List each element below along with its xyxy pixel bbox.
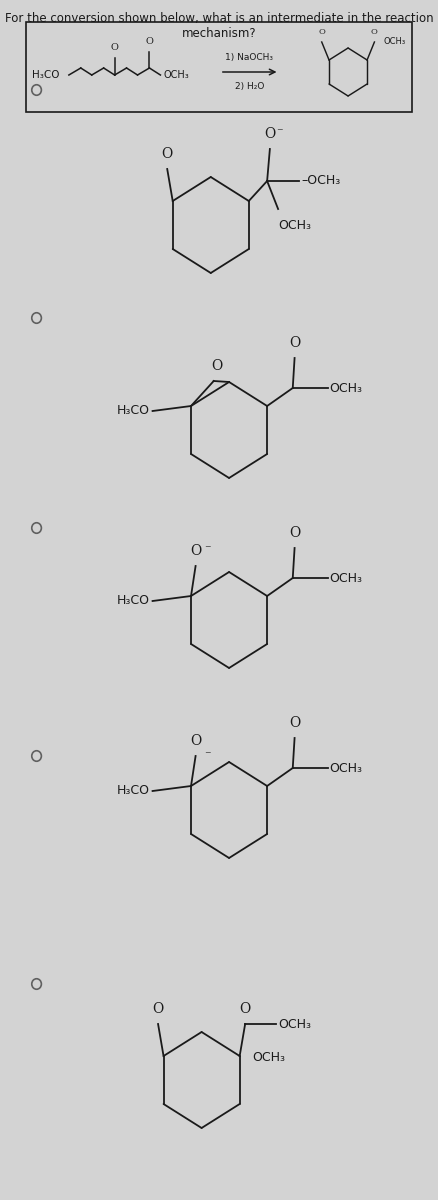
Text: O: O: [152, 1002, 164, 1016]
Text: O: O: [289, 336, 300, 350]
Text: OCH₃: OCH₃: [329, 382, 362, 395]
Text: OCH₃: OCH₃: [278, 1018, 311, 1031]
Text: O: O: [190, 734, 201, 748]
Text: –OCH₃: –OCH₃: [301, 174, 340, 187]
Text: O: O: [111, 43, 119, 52]
Text: H₃CO: H₃CO: [32, 70, 60, 80]
Text: OCH₃: OCH₃: [252, 1051, 286, 1064]
Text: ⁻: ⁻: [204, 544, 211, 557]
Text: H₃CO: H₃CO: [117, 594, 150, 607]
Text: ⁻: ⁻: [204, 750, 211, 762]
Text: O: O: [240, 1002, 251, 1016]
Text: OCH₃: OCH₃: [384, 37, 406, 47]
Text: OCH₃: OCH₃: [329, 571, 362, 584]
Text: OCH₃: OCH₃: [163, 70, 189, 80]
Text: O: O: [162, 146, 173, 161]
Text: 2) H₂O: 2) H₂O: [234, 82, 264, 91]
Text: 1) NaOCH₃: 1) NaOCH₃: [225, 53, 273, 62]
Text: OCH₃: OCH₃: [278, 218, 311, 232]
Text: O: O: [190, 544, 201, 558]
Text: O: O: [289, 716, 300, 730]
Text: ⁻: ⁻: [277, 126, 283, 139]
Text: For the conversion shown below, what is an intermediate in the reaction mechanis: For the conversion shown below, what is …: [5, 12, 433, 40]
Text: O: O: [212, 359, 223, 373]
Text: O: O: [371, 28, 378, 36]
Text: O: O: [318, 28, 325, 36]
Bar: [26, 22, 412, 112]
Text: H₃CO: H₃CO: [117, 785, 150, 798]
Text: O: O: [289, 526, 300, 540]
Text: OCH₃: OCH₃: [329, 762, 362, 774]
Text: H₃CO: H₃CO: [117, 404, 150, 418]
Text: O: O: [145, 37, 153, 46]
Text: O: O: [264, 127, 276, 140]
